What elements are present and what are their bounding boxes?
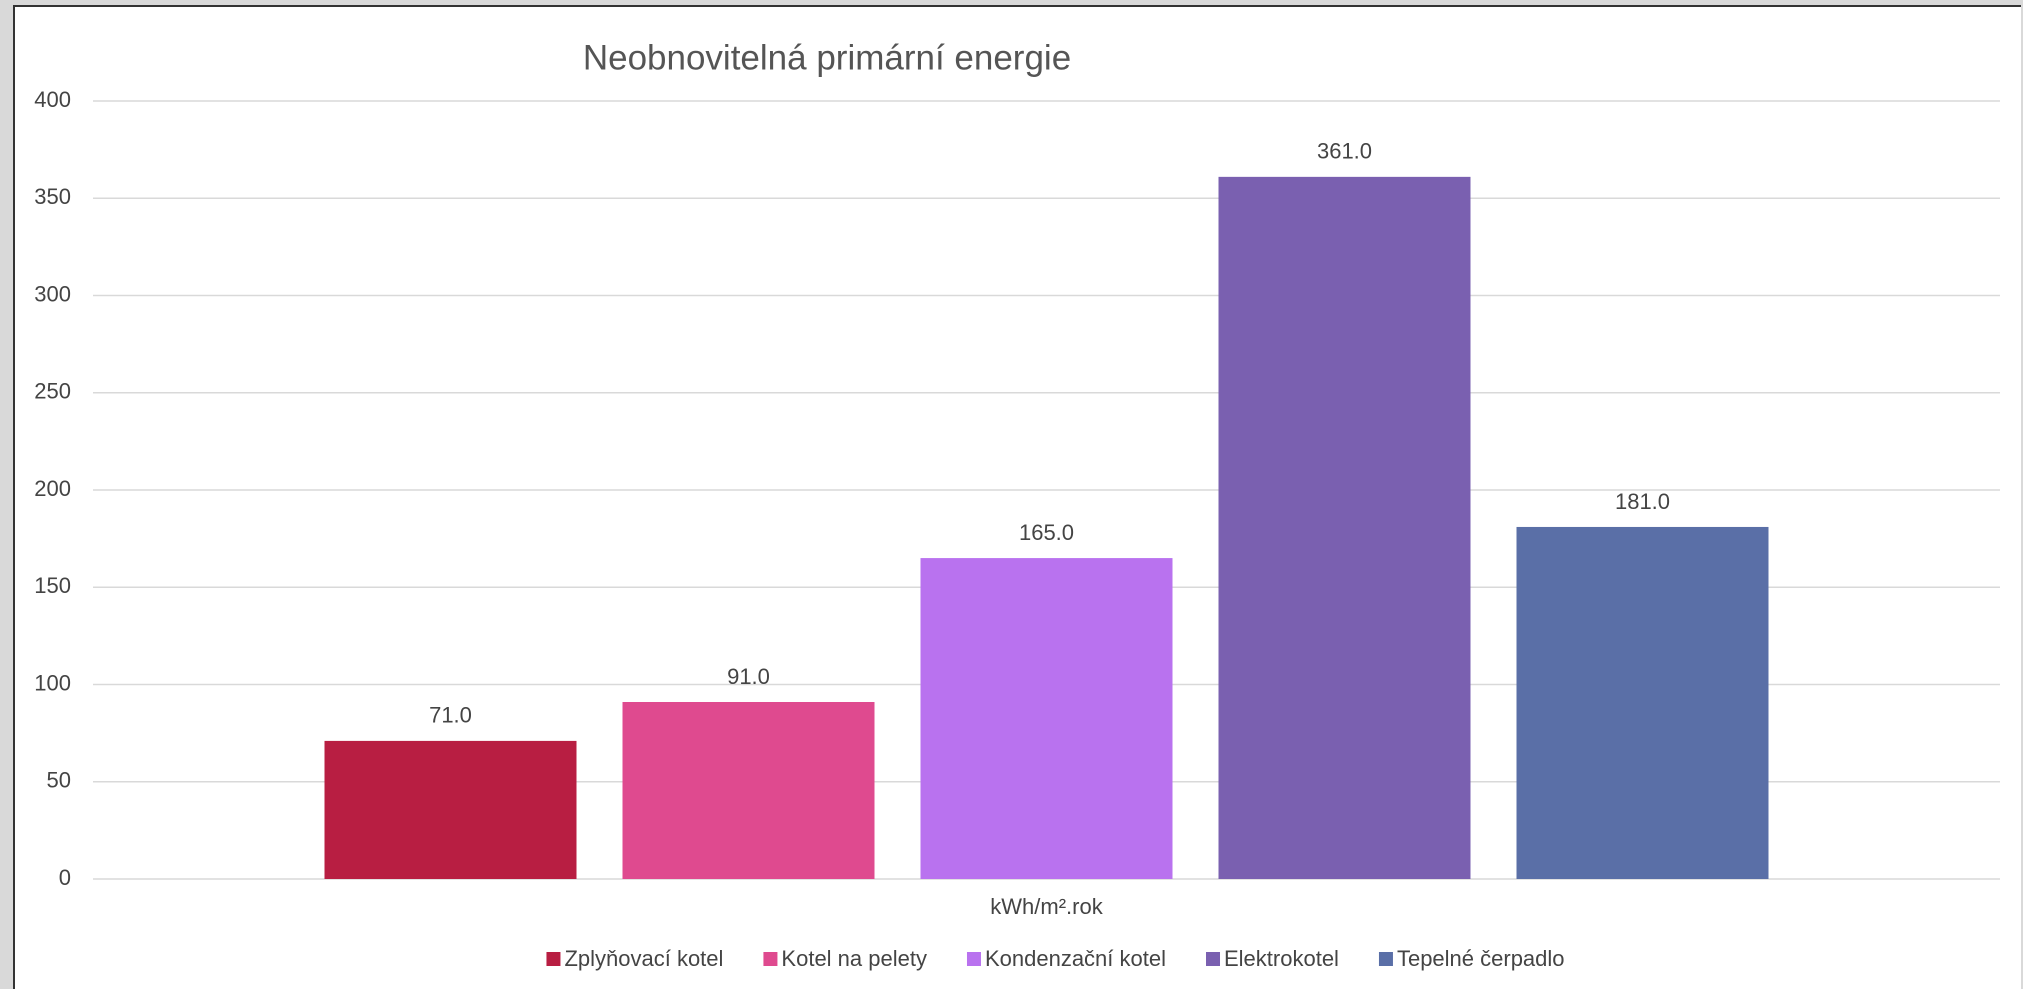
y-tick-label: 200	[34, 476, 71, 501]
bar	[920, 558, 1173, 879]
data-label: 181.0	[1615, 489, 1670, 514]
legend-label: Kotel na pelety	[781, 946, 927, 971]
data-label: 361.0	[1317, 139, 1372, 164]
legend-swatch	[1206, 952, 1221, 966]
legend-swatch	[1378, 952, 1393, 966]
y-tick-label: 400	[34, 87, 71, 112]
y-tick-label: 150	[34, 573, 71, 598]
legend-swatch	[966, 952, 981, 966]
y-tick-label: 100	[34, 670, 71, 695]
bar	[1218, 176, 1471, 880]
y-tick-label: 300	[34, 281, 71, 306]
legend-label: Kondenzační kotel	[985, 946, 1166, 971]
legend-label: Tepelné čerpadlo	[1397, 946, 1565, 971]
legend-label: Zplyňovací kotel	[564, 946, 723, 971]
y-tick-label: 50	[47, 768, 71, 793]
bar	[1516, 526, 1769, 879]
y-tick-label: 250	[34, 379, 71, 404]
y-tick-label: 350	[34, 184, 71, 209]
bar	[622, 702, 875, 879]
data-label: 165.0	[1019, 520, 1074, 545]
bar	[324, 740, 577, 879]
x-tick-label: kWh/m².rok	[990, 894, 1103, 919]
y-tick-label: 0	[59, 865, 71, 890]
data-label: 71.0	[429, 703, 472, 728]
data-label: 91.0	[727, 664, 770, 689]
legend-swatch	[763, 952, 778, 966]
chart-title: Neobnovitelná primární energie	[583, 38, 1071, 77]
legend-swatch	[546, 952, 561, 966]
legend-label: Elektrokotel	[1224, 946, 1339, 971]
